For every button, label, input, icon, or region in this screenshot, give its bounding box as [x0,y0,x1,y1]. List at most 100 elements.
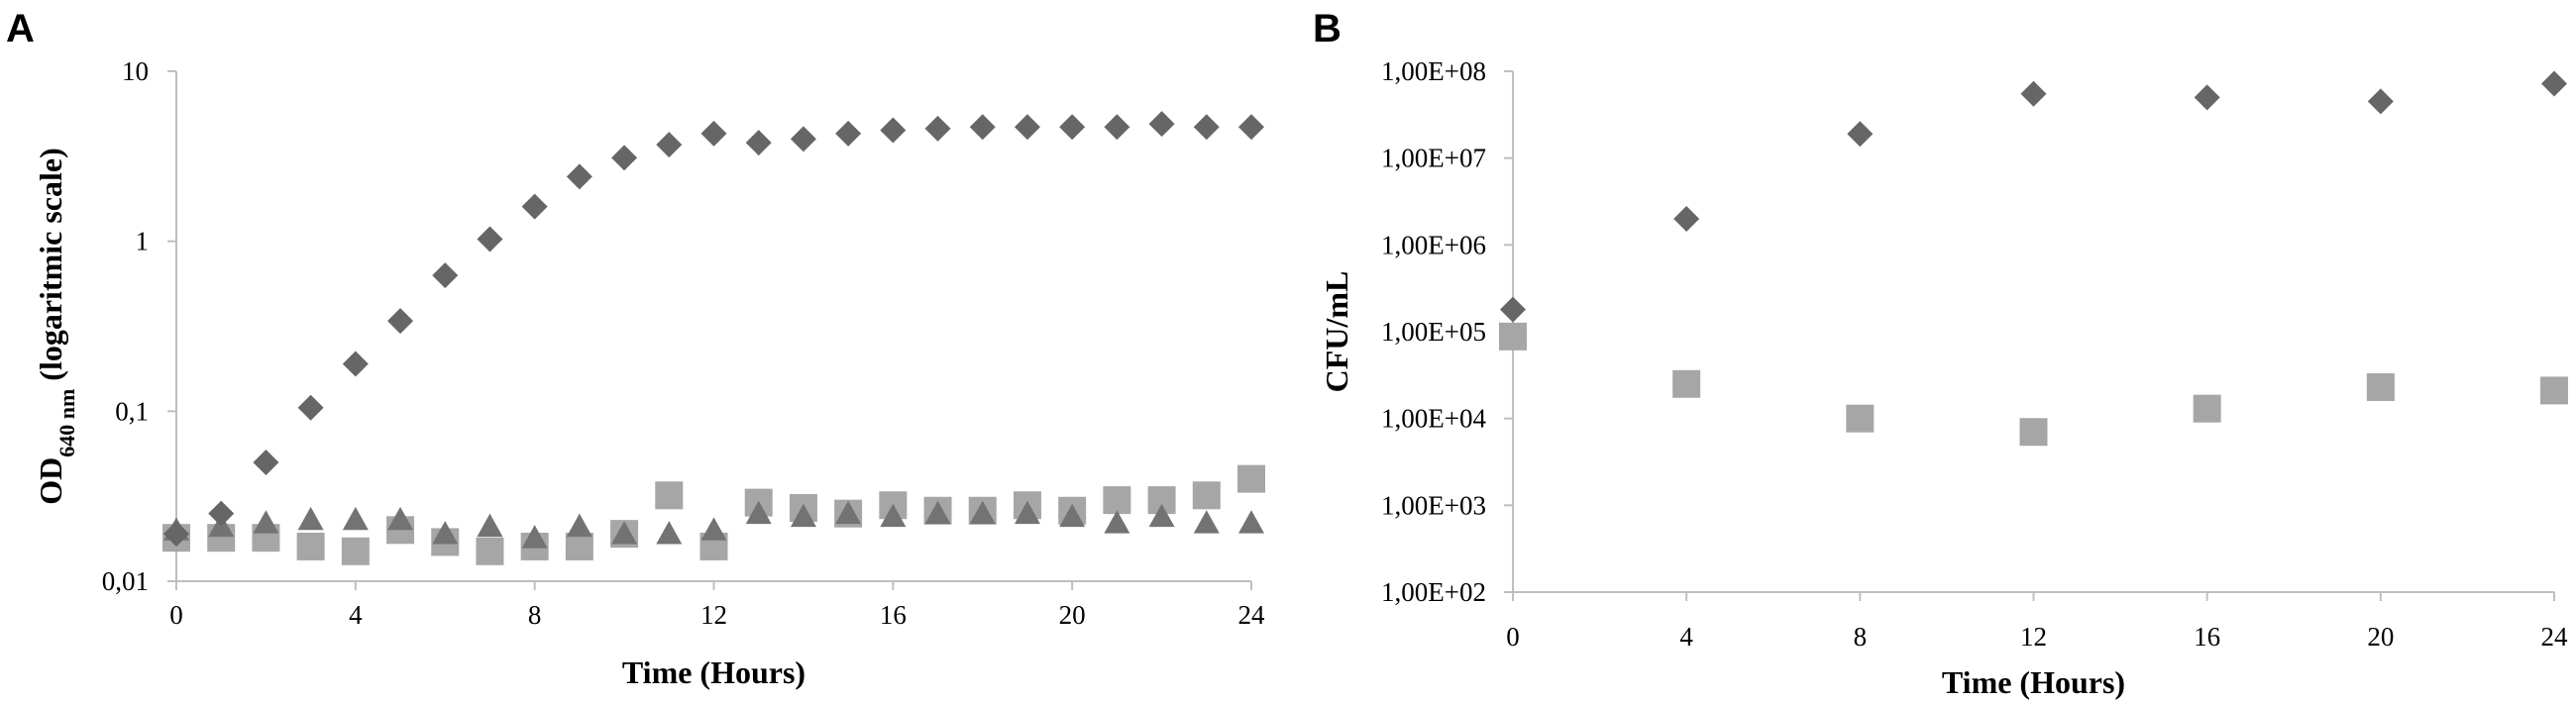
chart-panel-a: A 0,01 0,1 1 10 0 4 8 12 16 20 24 Time (Hours) OD640 … [6,7,1265,690]
diamond-point [432,262,459,289]
y-axis-title: CFU/mL [1319,271,1354,393]
x-tick-label: 24 [2541,622,2569,652]
square-point [1103,486,1131,515]
y-axis-title-subscript: 640 nm [54,389,79,457]
diamond-point [208,500,235,527]
triangle-point [342,506,369,531]
diamond-point [924,115,951,142]
diamond-point [297,394,324,421]
square-point [2366,372,2395,401]
y-tick-label: 1,00E+03 [1381,490,1486,520]
square-point [655,481,684,510]
square-point [341,537,370,565]
series-diamond [163,111,1264,548]
triangle-point [387,506,414,531]
x-tick-label: 16 [2194,622,2220,652]
triangle-point [1059,503,1086,528]
diamond-point [521,193,548,220]
x-tick-label: 4 [1679,622,1693,652]
square-point [565,532,593,560]
diamond-point [566,163,592,190]
x-tick-label: 4 [349,600,363,630]
triangle-point [477,513,503,538]
diamond-point [342,351,369,377]
square-point [1499,322,1527,351]
square-point [2193,394,2221,423]
diamond-point [2020,80,2047,107]
y-tick-label: 0,1 [115,396,149,426]
diamond-point [1193,114,1220,141]
y-axis-title: OD640 nm (logaritmic scale) [33,148,79,505]
square-point [1192,481,1221,510]
triangle-point [924,500,951,525]
diamond-point [1014,114,1040,141]
diamond-point [611,145,638,171]
triangle-point [432,521,459,545]
diamond-point [656,132,683,158]
triangle-point [1148,503,1175,528]
diamond-point [2367,88,2394,115]
triangle-point [521,525,548,549]
triangle-point [656,521,683,545]
x-tick-label: 0 [1506,622,1520,652]
x-axis-title: Time (Hours) [1942,664,2125,700]
x-tick-label: 16 [880,600,907,630]
x-tick-label: 24 [1238,600,1266,630]
diamond-point [1847,121,1874,148]
triangle-point [253,510,279,534]
diamond-point [1059,114,1086,141]
x-tick-label: 8 [1854,622,1868,652]
y-tick-label: 1,00E+04 [1381,404,1486,434]
diamond-point [1673,205,1700,232]
y-tick-label: 1,00E+05 [1381,317,1486,347]
triangle-point [880,503,907,528]
diamond-point [2541,70,2567,97]
diamond-point [387,308,414,335]
y-tick-label: 1,00E+02 [1381,577,1486,607]
square-point [2019,418,2048,447]
diamond-point [880,117,907,144]
diamond-point [163,521,189,548]
diamond-point [1500,296,1526,323]
x-tick-label: 12 [2020,622,2047,652]
x-tick-label: 12 [700,600,727,630]
x-tick-label: 20 [2367,622,2394,652]
y-axis-title-main: CFU/mL [1319,271,1354,393]
square-point [2540,376,2568,405]
y-tick-label: 1,00E+06 [1381,230,1486,259]
diamond-point [790,126,816,152]
y-tick-label: 1,00E+07 [1381,144,1486,173]
triangle-point [297,506,324,531]
diamond-point [253,450,279,476]
square-point [1846,404,1875,433]
diamond-point [477,226,503,252]
series-square [1499,322,2568,447]
triangle-point [1193,510,1220,534]
panel-letter: A [6,7,35,50]
y-axis-title-main: OD [33,457,68,505]
x-tick-label: 20 [1059,600,1086,630]
triangle-point [700,517,727,541]
triangle-point [1014,500,1040,525]
y-tick-label: 1 [136,227,150,256]
square-point [1672,369,1701,398]
series-square [162,464,1265,565]
series-triangle [163,500,1264,549]
x-axis-title: Time (Hours) [622,654,805,690]
y-axis-title-rest: (logaritmic scale) [33,148,68,388]
y-tick-label: 0,01 [102,566,149,596]
x-tick-label: 8 [528,600,542,630]
x-tick-label: 0 [169,600,183,630]
square-point [296,532,325,560]
square-point [1237,464,1265,493]
series-diamond [1500,70,2567,323]
diamond-point [835,120,862,147]
chart-panel-b: B 1,00E+02 1,00E+03 1,00E+04 1,00E+05 1,00E+0… [1313,7,2568,700]
triangle-point [1104,510,1130,534]
diamond-point [969,114,996,141]
y-tick-label: 10 [122,56,149,86]
y-tick-label: 1,00E+08 [1381,56,1486,86]
triangle-point [1238,510,1264,534]
triangle-point [566,513,592,538]
